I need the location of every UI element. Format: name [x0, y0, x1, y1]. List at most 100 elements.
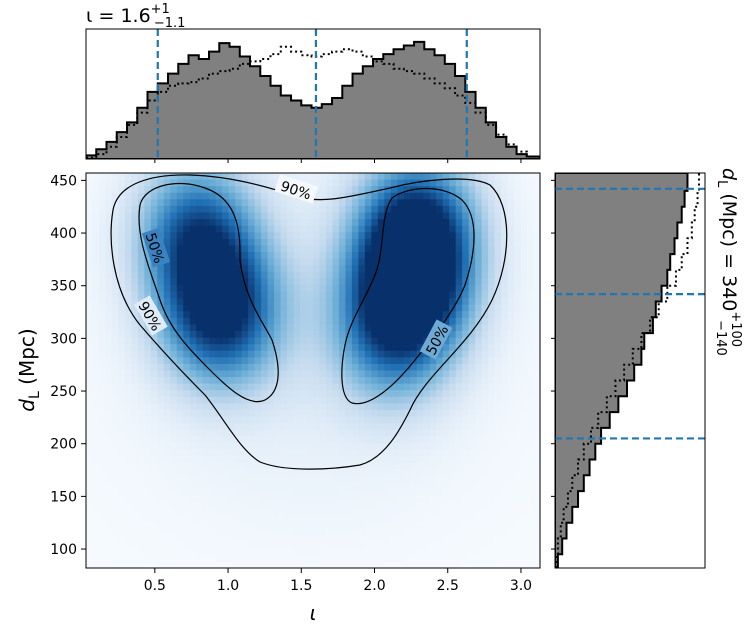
heatmap-cell: [111, 225, 120, 233]
heatmap-cell: [105, 456, 113, 464]
heatmap-cell: [280, 423, 288, 431]
heatmap-cell: [137, 205, 145, 214]
heatmap-cell: [332, 357, 340, 365]
heatmap-cell: [111, 423, 120, 431]
heatmap-cell: [313, 554, 321, 563]
heatmap-cell: [527, 179, 535, 187]
heatmap-cell: [533, 344, 540, 352]
heatmap-cell: [455, 344, 463, 352]
heatmap-cell: [163, 350, 171, 358]
heatmap-cell: [442, 429, 450, 437]
heatmap-cell: [468, 245, 476, 253]
heatmap-cell: [306, 344, 314, 352]
heatmap-cell: [209, 377, 217, 385]
heatmap-cell: [196, 225, 204, 233]
heatmap-cell: [306, 238, 314, 247]
heatmap-cell: [345, 449, 353, 457]
heatmap-cell: [520, 357, 528, 365]
heatmap-cell: [351, 561, 359, 568]
heatmap-cell: [488, 271, 496, 279]
heatmap-cell: [157, 278, 165, 286]
heatmap-cell: [306, 502, 314, 510]
heatmap-cell: [410, 265, 418, 273]
heatmap-cell: [196, 291, 204, 299]
heatmap-cell: [209, 344, 217, 352]
heatmap-cell: [124, 199, 132, 207]
heatmap-cell: [507, 377, 515, 385]
heatmap-cell: [351, 331, 359, 339]
heatmap-cell: [338, 173, 347, 181]
heatmap-cell: [494, 225, 502, 233]
heatmap-cell: [293, 298, 301, 306]
heatmap-cell: [222, 548, 230, 556]
heatmap-cell: [98, 245, 107, 253]
heatmap-cell: [345, 344, 353, 352]
heatmap-cell: [105, 495, 113, 503]
heatmap-cell: [274, 449, 282, 457]
heatmap-cell: [131, 370, 139, 378]
heatmap-cell: [293, 284, 301, 293]
heatmap-cell: [410, 252, 418, 260]
heatmap-cell: [254, 469, 262, 477]
heatmap-cell: [306, 337, 314, 345]
heatmap-cell: [325, 271, 334, 279]
heatmap-cell: [293, 245, 301, 253]
heatmap-cell: [501, 515, 509, 523]
heatmap-cell: [449, 508, 457, 516]
heatmap-cell: [475, 331, 483, 339]
heatmap-cell: [137, 199, 145, 207]
y-tick-label: 100: [50, 542, 77, 558]
heatmap-cell: [98, 212, 107, 220]
heatmap-cell: [105, 298, 113, 306]
heatmap-cell: [98, 429, 107, 437]
heatmap-cell: [319, 212, 327, 220]
heatmap-cell: [514, 436, 522, 444]
heatmap-cell: [183, 541, 191, 549]
heatmap-cell: [235, 311, 243, 319]
heatmap-cell: [442, 232, 450, 240]
heatmap-cell: [429, 482, 437, 490]
heatmap-cell: [332, 370, 340, 378]
heatmap-cell: [313, 212, 321, 220]
heatmap-cell: [209, 258, 217, 266]
heatmap-cell: [124, 535, 132, 543]
heatmap-cell: [397, 363, 405, 372]
heatmap-cell: [488, 541, 496, 549]
heatmap-cell: [364, 548, 372, 556]
heatmap-cell: [92, 258, 100, 266]
heatmap-cell: [241, 482, 249, 490]
heatmap-cell: [449, 469, 457, 477]
heatmap-cell: [527, 554, 535, 563]
heatmap-cell: [371, 429, 379, 437]
heatmap-cell: [533, 403, 540, 411]
heatmap-cell: [163, 515, 171, 523]
heatmap-cell: [170, 232, 178, 240]
heatmap-cell: [209, 528, 217, 536]
heatmap-cell: [423, 212, 431, 220]
heatmap-cell: [118, 469, 126, 477]
heatmap-cell: [533, 284, 540, 293]
heatmap-cell: [111, 383, 120, 391]
heatmap-cell: [390, 271, 398, 279]
heatmap-cell: [235, 278, 243, 286]
heatmap-cell: [189, 344, 197, 352]
heatmap-cell: [390, 561, 398, 568]
heatmap-cell: [423, 561, 431, 568]
heatmap-cell: [293, 502, 301, 510]
heatmap-cell: [449, 219, 457, 227]
heatmap-cell: [157, 192, 165, 200]
heatmap-cell: [475, 337, 483, 345]
heatmap-cell: [92, 324, 100, 332]
heatmap-cell: [351, 192, 359, 200]
heatmap-cell: [280, 199, 288, 207]
heatmap-cell: [345, 225, 353, 233]
heatmap-cell: [462, 205, 470, 214]
heatmap-cell: [131, 337, 139, 345]
heatmap-cell: [436, 192, 444, 200]
heatmap-cell: [306, 265, 314, 273]
heatmap-cell: [215, 515, 223, 523]
heatmap-cell: [520, 449, 528, 457]
heatmap-cell: [144, 482, 152, 490]
heatmap-cell: [364, 324, 372, 332]
heatmap-cell: [468, 298, 476, 306]
